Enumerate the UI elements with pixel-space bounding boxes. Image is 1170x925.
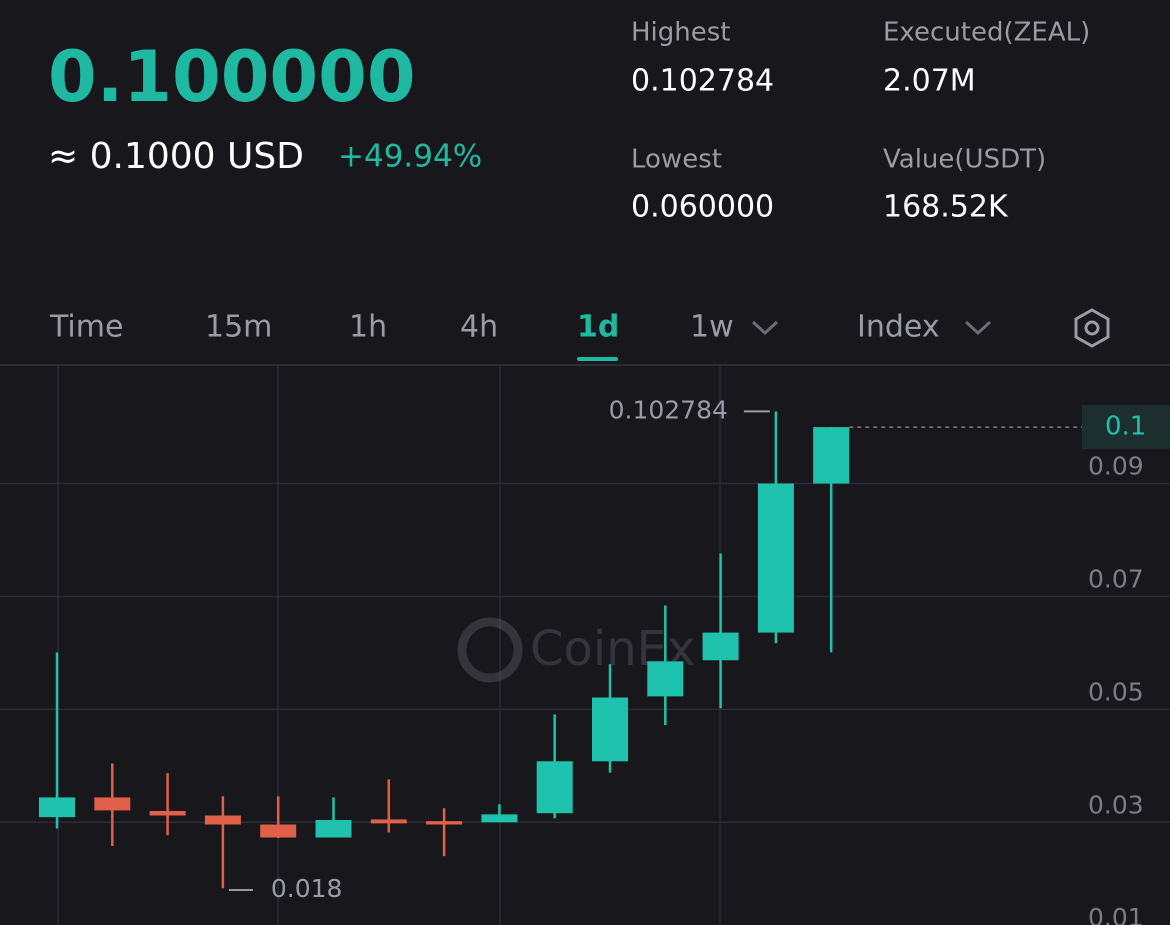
gear-outline	[1074, 308, 1110, 348]
candle-body	[702, 632, 739, 661]
watermark-logo	[457, 617, 523, 683]
candle-body	[647, 661, 684, 697]
candle-body	[592, 697, 628, 762]
dropdown-chevron[interactable]	[751, 320, 779, 336]
candle-body	[426, 821, 463, 825]
candle-body	[260, 824, 297, 838]
candle-body	[370, 819, 407, 824]
dropdown-chevron[interactable]	[964, 320, 992, 336]
tab[interactable]: 4h	[460, 310, 498, 345]
stat-value: 2.07M	[883, 64, 976, 99]
stat-label: Highest	[631, 18, 731, 48]
y-tick-label: 0.03	[1088, 790, 1144, 819]
candle-body	[94, 797, 131, 811]
stat-value: 168.52K	[883, 190, 1009, 225]
stat-label: Executed(ZEAL)	[883, 18, 1090, 48]
last-price: 0.100000	[48, 36, 416, 118]
tab[interactable]: 1h	[349, 310, 387, 345]
high-label: 0.102784	[609, 395, 728, 424]
last-price-label: 0.1	[1105, 412, 1146, 442]
candle-body	[757, 483, 794, 633]
candle-body	[149, 810, 186, 816]
tab[interactable]: 15m	[205, 310, 272, 345]
tab[interactable]: Time	[49, 310, 123, 345]
candle-body	[315, 820, 352, 838]
tab-underline	[577, 357, 618, 361]
stat-label: Lowest	[631, 145, 722, 175]
tab[interactable]: Index	[857, 310, 940, 345]
tab[interactable]: 1w	[690, 310, 734, 345]
candle-body	[204, 815, 241, 825]
stat-value: 0.060000	[631, 190, 774, 225]
candle-body	[813, 427, 850, 484]
candle-body	[536, 761, 573, 814]
last-price-box	[1082, 405, 1170, 450]
candle-body	[481, 814, 518, 823]
y-tick-label: 0.07	[1088, 564, 1144, 593]
gear-center	[1084, 320, 1100, 336]
y-tick-label: 0.01	[1088, 903, 1144, 925]
candle-body	[39, 797, 75, 818]
stat-label: Value(USDT)	[883, 145, 1046, 175]
settings-icon[interactable]	[1074, 308, 1110, 348]
y-tick-label: 0.05	[1088, 677, 1144, 706]
fiat-price: ≈ 0.1000 USD	[48, 136, 304, 177]
stat-value: 0.102784	[631, 64, 774, 99]
price-change: +49.94%	[338, 139, 482, 175]
tab-active[interactable]: 1d	[577, 310, 619, 345]
y-tick-label: 0.09	[1088, 452, 1144, 481]
low-label: 0.018	[271, 874, 343, 903]
